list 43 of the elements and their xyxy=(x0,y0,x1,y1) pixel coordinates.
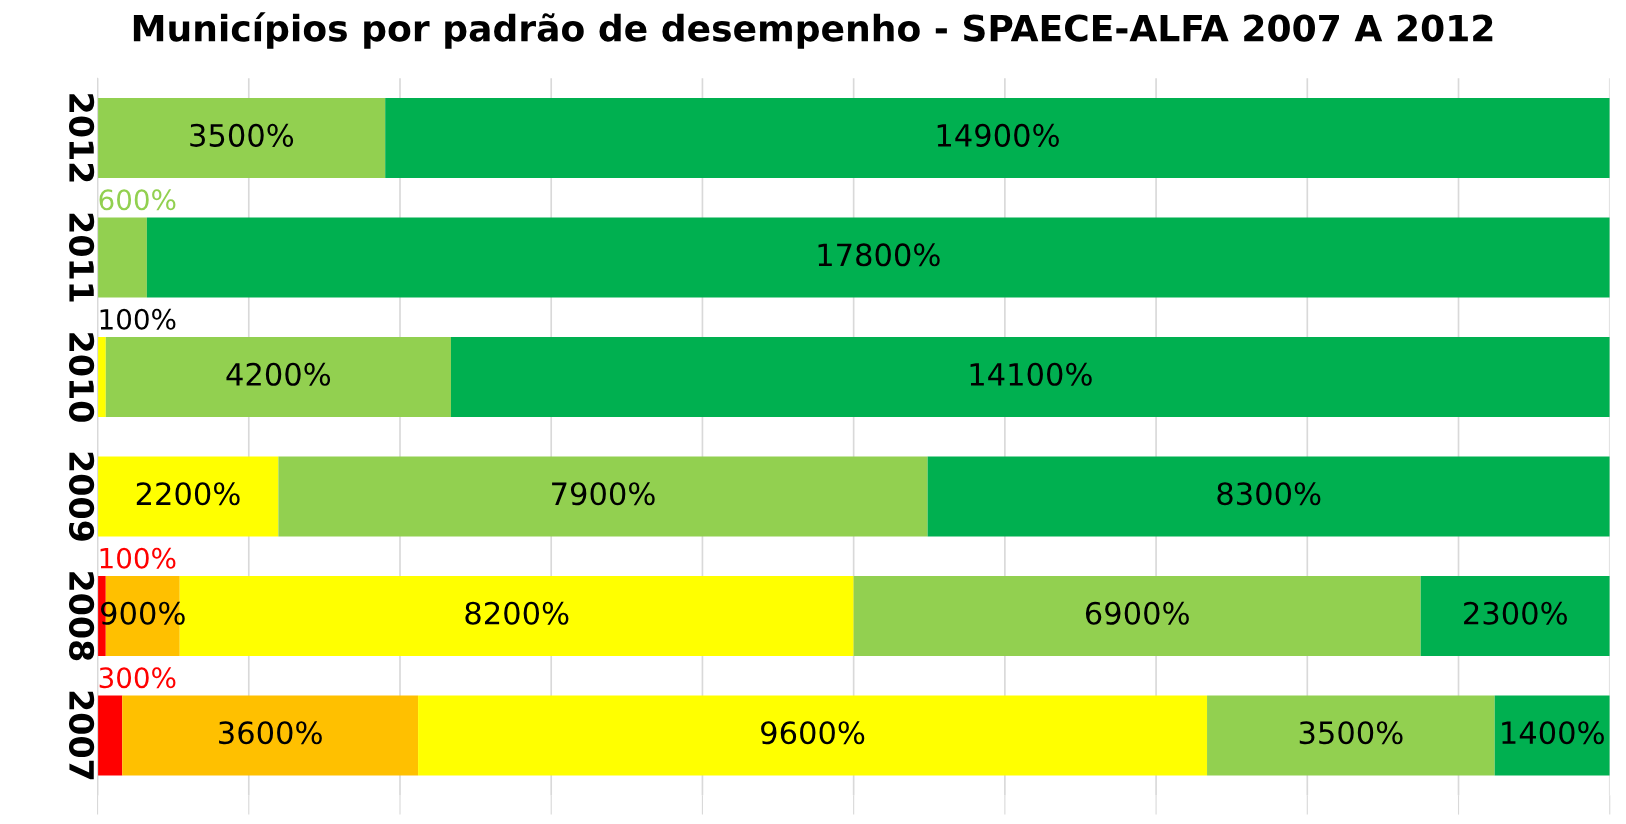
bar xyxy=(1494,695,1610,776)
bar xyxy=(418,695,1208,776)
bar xyxy=(97,97,386,179)
data-label: 100% xyxy=(100,547,176,569)
y-tick-label: 2010 xyxy=(68,333,95,422)
data-label: 3600% xyxy=(219,721,322,745)
y-tick-label: 2012 xyxy=(68,94,95,182)
bar xyxy=(97,336,106,418)
data-label: 4200% xyxy=(226,362,331,386)
data-label: 3500% xyxy=(1299,721,1403,745)
bar xyxy=(97,217,147,298)
bar xyxy=(1207,695,1495,776)
data-label: 100% xyxy=(100,308,176,330)
data-label: 2200% xyxy=(136,482,240,506)
data-label: 7900% xyxy=(552,482,655,506)
data-label: 14900% xyxy=(937,123,1059,147)
data-label: 17800% xyxy=(818,243,940,267)
bar xyxy=(278,456,928,537)
bar xyxy=(105,336,451,418)
data-label: 8200% xyxy=(465,601,569,625)
bar xyxy=(450,336,1610,418)
bar xyxy=(146,217,1610,298)
y-tick-label: 2011 xyxy=(68,213,95,302)
bar xyxy=(1420,575,1610,656)
data-label: 600% xyxy=(99,189,176,211)
y-tick-label: 2009 xyxy=(68,452,95,541)
data-label: 6900% xyxy=(1085,601,1189,625)
data-label: 2300% xyxy=(1464,601,1567,625)
bar xyxy=(97,695,123,776)
data-label: 8300% xyxy=(1217,482,1321,506)
bar xyxy=(385,97,1610,179)
data-label: 9600% xyxy=(761,721,865,745)
bar xyxy=(97,456,279,537)
chart-title: Municípios por padrão de desempenho - SPAECE-ALFA 2007 A 2012 xyxy=(133,12,1493,49)
y-tick-label: 2008 xyxy=(68,572,95,661)
bar xyxy=(853,575,1421,656)
y-tick-label: 2007 xyxy=(68,691,95,780)
data-label: 300% xyxy=(99,667,176,689)
data-label: 3500% xyxy=(190,123,294,147)
data-label: 1400% xyxy=(1502,721,1604,745)
bar xyxy=(927,456,1610,537)
bar xyxy=(122,695,419,776)
data-label: 14100% xyxy=(970,362,1092,386)
